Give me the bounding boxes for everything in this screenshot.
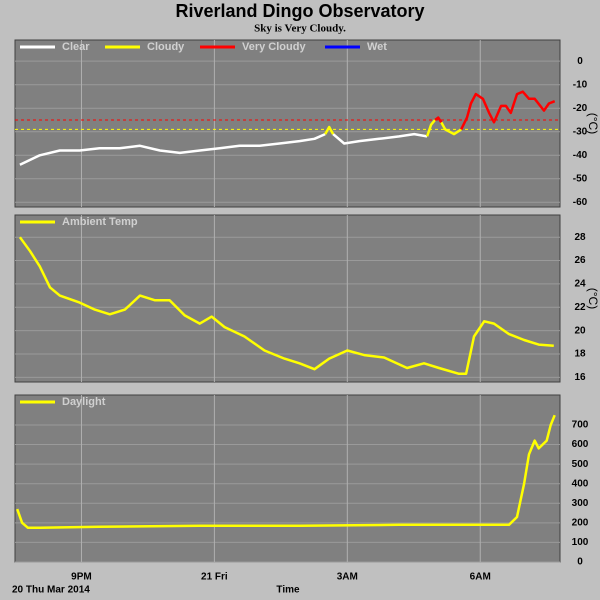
x-axis-label: Time — [276, 585, 300, 596]
y-tick-label: -60 — [573, 197, 588, 208]
chart-title: Riverland Dingo Observatory — [175, 1, 424, 21]
y-tick-label: -50 — [573, 173, 588, 184]
y-tick-label: 20 — [574, 325, 586, 336]
legend-label: Wet — [367, 41, 387, 53]
y-tick-label: 600 — [572, 439, 589, 450]
plot-area — [14, 394, 561, 563]
x-tick-label: 3AM — [337, 572, 358, 583]
series-line — [434, 90, 556, 130]
plot-area — [14, 214, 561, 383]
series-line — [16, 414, 556, 529]
y-axis-label: (°C) — [586, 288, 600, 309]
y-tick-label: 0 — [577, 56, 583, 67]
x-tick-label: 6AM — [470, 572, 491, 583]
y-tick-label: 200 — [572, 517, 589, 528]
subtitle: Sky is Very Cloudy. — [254, 23, 346, 35]
legend-label: Very Cloudy — [242, 41, 306, 53]
y-tick-label: -10 — [573, 79, 588, 90]
series-line — [324, 119, 462, 137]
x-tick-label: 21 Fri — [201, 572, 228, 583]
y-tick-label: 28 — [574, 232, 586, 243]
legend-label: Cloudy — [147, 41, 185, 53]
y-tick-label: 0 — [577, 557, 583, 568]
y-tick-label: 24 — [574, 279, 586, 290]
legend-label: Daylight — [62, 396, 106, 408]
y-tick-label: -30 — [573, 126, 588, 137]
series-line — [18, 236, 554, 376]
series-line — [19, 132, 428, 166]
x-tick-label: 9PM — [71, 572, 92, 583]
y-tick-label: 16 — [574, 372, 586, 383]
y-tick-label: 26 — [574, 255, 586, 266]
y-tick-label: 400 — [572, 478, 589, 489]
legend-label: Ambient Temp — [62, 216, 138, 228]
y-tick-label: 300 — [572, 498, 589, 509]
y-tick-label: -20 — [573, 103, 588, 114]
legend-label: Clear — [62, 41, 90, 53]
y-axis-label: (°C) — [586, 113, 600, 134]
y-tick-label: -40 — [573, 150, 588, 161]
y-tick-label: 700 — [572, 420, 589, 431]
y-tick-label: 500 — [572, 459, 589, 470]
y-tick-label: 22 — [574, 302, 586, 313]
date-label: 20 Thu Mar 2014 — [12, 585, 90, 596]
y-tick-label: 18 — [574, 349, 586, 360]
y-tick-label: 100 — [572, 537, 589, 548]
plot-area — [14, 39, 561, 208]
